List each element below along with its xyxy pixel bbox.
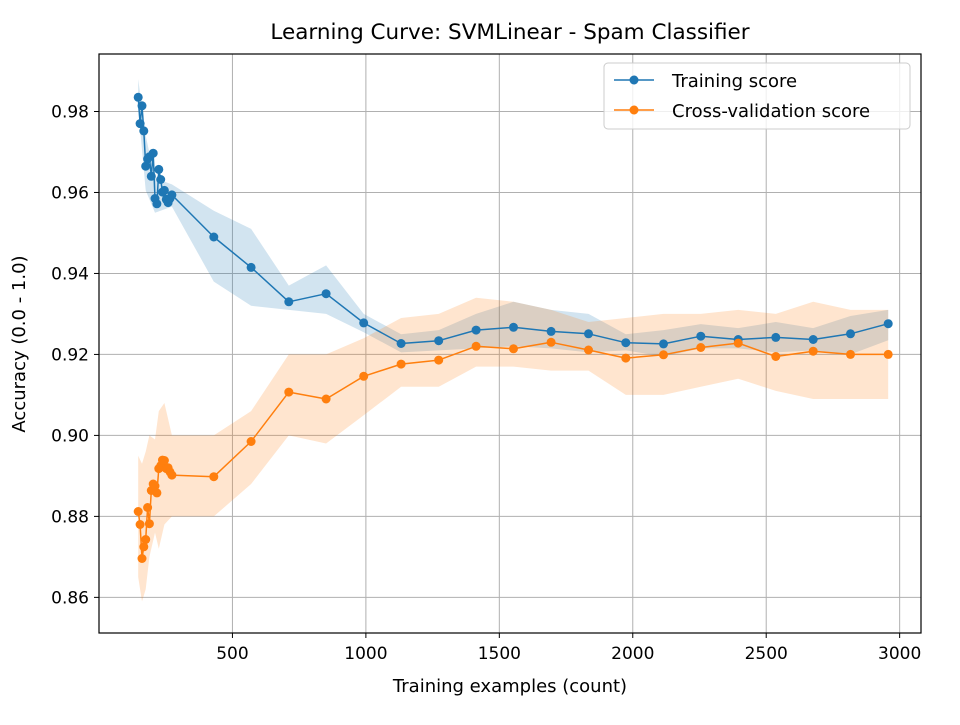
cv-score-point [434,355,444,365]
cv-score-point [546,337,556,347]
y-tick-label: 0.98 [51,102,89,122]
training-score-point [696,331,706,341]
training-score-point [321,289,331,299]
training-score-point [509,322,518,332]
training-score-point [359,318,369,328]
cv-score-point [135,520,145,529]
training-score-point [148,148,158,158]
training-score-point [546,326,556,336]
y-tick-label: 0.86 [51,588,89,608]
cv-score-point [141,535,151,544]
cv-score-point [133,507,143,516]
training-score-point [209,232,219,242]
cv-score-point [159,456,169,465]
cv-score-point [808,346,818,356]
cv-score-point [143,503,153,512]
cv-score-point [621,353,631,363]
y-axis-label: Accuracy (0.0 - 1.0) [9,255,30,432]
x-axis-label: Training examples (count) [392,676,627,697]
cv-score-point [139,542,149,552]
cv-score-point [284,387,294,397]
training-score-point [584,329,593,339]
cv-score-point [359,371,369,381]
cv-score-point [771,352,781,361]
training-score-point [396,339,406,348]
cv-score-point [246,437,256,446]
chart-title: Learning Curve: SVMLinear - Spam Classif… [270,20,749,45]
training-score-point [471,325,481,335]
score-bands [138,79,889,602]
x-tick-label: 3000 [878,644,921,664]
cv-score-point [167,470,177,480]
legend-box [603,62,911,130]
cv-score-point [733,338,743,348]
training-score-point [154,164,164,174]
training-score-point [246,262,256,272]
cv-score-point [584,345,593,355]
training-score-point [883,319,893,329]
cv-score-point [509,344,518,354]
series-markers [133,92,893,563]
legend-swatch-training-marker [629,75,639,85]
training-score-point [135,119,145,129]
legend-swatch-cv-marker [629,105,639,115]
training-score-point [846,329,855,339]
y-tick-label: 0.92 [51,345,89,365]
cv-score-point [659,350,668,360]
training-score-point [137,101,147,111]
cv-score-point [696,343,706,352]
x-tick-label: 2500 [745,644,788,664]
training-score-point [659,339,668,349]
cv-score-point [883,349,893,359]
y-tick-label: 0.96 [51,183,89,203]
training-score-point [139,126,149,136]
x-tick-label: 1000 [344,644,387,664]
grid-lines [99,54,921,633]
x-tick-label: 500 [216,644,248,664]
cv-score-point [846,349,855,359]
cv-score-point [321,394,331,404]
training-score-point [808,335,818,344]
training-score-point [434,336,444,346]
cv-score-point [471,341,481,351]
cv-score-line [137,341,889,560]
y-tick-label: 0.90 [51,426,89,446]
cv-score-point [144,519,154,529]
training-score-point [156,175,166,184]
plot-area-frame [98,53,922,634]
cv-score-point [152,488,162,498]
training-score-point [152,199,162,209]
x-tick-label: 1500 [478,644,521,664]
cv-score-point [396,359,406,369]
y-tick-label: 0.94 [51,264,89,284]
training-score-point [159,185,169,195]
training-score-point [146,171,156,181]
cv-score-point [137,554,147,563]
training-score-point [133,92,143,102]
training-score-point [771,332,781,342]
legend-label-training: Training score [671,71,797,92]
legend-label-cv: Cross-validation score [672,101,870,122]
training-score-point [621,338,631,348]
training-score-band [138,79,889,357]
training-score-point [167,190,177,200]
y-tick-label: 0.88 [51,507,89,527]
cv-score-point [150,481,160,491]
legend: Training score Cross-validation score [603,62,911,130]
cv-score-band [138,297,889,602]
x-tick-label: 2000 [611,644,654,664]
training-score-point [141,161,151,171]
training-score-point [284,297,294,307]
cv-score-point [209,472,219,482]
axis-ticks: 500 1000 1500 2000 2500 3000 0.86 0.88 0.90 0.92 0… [51,102,921,664]
